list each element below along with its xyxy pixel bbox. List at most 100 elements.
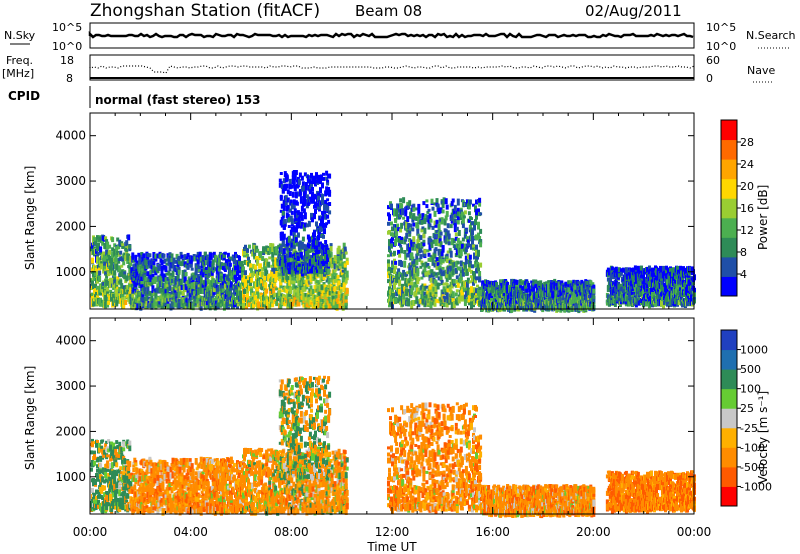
echo-cell	[175, 253, 179, 259]
echo-cell	[131, 303, 135, 310]
echo-cell	[445, 204, 449, 210]
echo-cell	[442, 270, 446, 277]
echo-cell	[262, 297, 266, 305]
echo-cell	[289, 275, 293, 281]
echo-cell	[238, 255, 241, 261]
echo-cell	[105, 277, 109, 282]
echo-cell	[411, 256, 415, 263]
echo-cell	[226, 252, 230, 258]
echo-cell	[120, 264, 124, 268]
echo-cell	[318, 272, 322, 278]
echo-cell	[440, 217, 444, 221]
echo-cell	[309, 277, 313, 283]
echo-cell	[484, 286, 488, 292]
echo-cell	[401, 272, 405, 278]
echo-cell	[285, 253, 289, 260]
echo-cell	[129, 291, 133, 298]
echo-cell	[416, 228, 420, 236]
echo-cell	[387, 205, 390, 210]
echo-cell	[324, 223, 328, 228]
echo-cell	[413, 258, 417, 264]
echo-cell	[477, 208, 480, 216]
echo-cell	[131, 291, 135, 298]
echo-cell	[325, 263, 329, 267]
echo-cell	[188, 283, 192, 288]
echo-cell	[190, 282, 194, 289]
echo-cell	[422, 273, 426, 278]
echo-cell	[127, 253, 131, 261]
echo-cell	[257, 294, 261, 299]
echo-cell	[273, 300, 277, 305]
echo-cell	[238, 287, 241, 291]
echo-cell	[429, 292, 433, 298]
echo-cell	[115, 263, 119, 271]
echo-cell	[455, 297, 459, 301]
echo-cell	[294, 295, 298, 302]
echo-cell	[151, 302, 155, 308]
echo-cell	[471, 235, 474, 242]
echo-cell	[437, 231, 441, 237]
echo-cell	[462, 215, 466, 219]
echo-cell	[115, 254, 119, 258]
echo-cell	[311, 303, 315, 310]
echo-cell	[425, 271, 429, 275]
echo-cell	[281, 252, 285, 257]
echo-cell	[143, 287, 147, 294]
echo-cell	[467, 298, 471, 303]
echo-cell	[324, 240, 328, 244]
echo-cell	[453, 221, 457, 228]
echo-cell	[310, 183, 313, 189]
echo-cell	[212, 289, 216, 295]
echo-cell	[331, 295, 335, 302]
echo-cell	[466, 239, 470, 245]
echo-cell	[244, 270, 247, 276]
echo-cell	[413, 273, 417, 280]
echo-cell	[261, 267, 265, 272]
echo-cell	[256, 248, 260, 252]
echo-cell	[448, 271, 452, 275]
echo-cell	[301, 243, 305, 249]
echo-cell	[397, 297, 401, 304]
echo-cell	[319, 241, 322, 246]
echo-cell	[278, 276, 282, 282]
echo-cell	[158, 287, 162, 293]
echo-cell	[532, 279, 536, 283]
echo-cell	[151, 292, 155, 296]
echo-cell	[261, 271, 265, 278]
echo-cell	[282, 275, 286, 281]
echo-cell	[105, 249, 109, 256]
echo-cell	[268, 273, 272, 278]
echo-cell	[116, 251, 120, 255]
echo-cell	[338, 265, 342, 269]
echo-cell	[211, 259, 215, 266]
echo-cell	[390, 243, 393, 249]
echo-cell	[291, 262, 295, 268]
echo-cell	[227, 275, 231, 282]
echo-cell	[107, 271, 111, 277]
echo-cell	[403, 221, 407, 226]
echo-cell	[109, 280, 113, 288]
echo-cell	[94, 271, 97, 277]
echo-cell	[454, 292, 458, 297]
echo-cell	[286, 197, 290, 203]
echo-cell	[394, 218, 398, 223]
echo-cell	[405, 272, 409, 277]
echo-cell	[113, 248, 117, 254]
echo-cell	[123, 274, 127, 280]
echo-cell	[431, 206, 435, 211]
echo-cell	[317, 174, 320, 182]
echo-cell	[299, 285, 303, 293]
echo-cell	[104, 236, 108, 241]
echo-cell	[295, 223, 299, 229]
echo-cell	[141, 295, 145, 300]
echo-cell	[146, 287, 150, 295]
echo-cell	[189, 297, 193, 301]
echo-cell	[160, 260, 164, 266]
echo-cell	[188, 278, 192, 285]
echo-cell	[242, 302, 245, 310]
echo-cell	[312, 196, 315, 203]
echo-cell	[478, 236, 482, 242]
echo-cell	[245, 251, 248, 255]
echo-cell	[326, 182, 330, 186]
echo-cell	[248, 301, 251, 307]
